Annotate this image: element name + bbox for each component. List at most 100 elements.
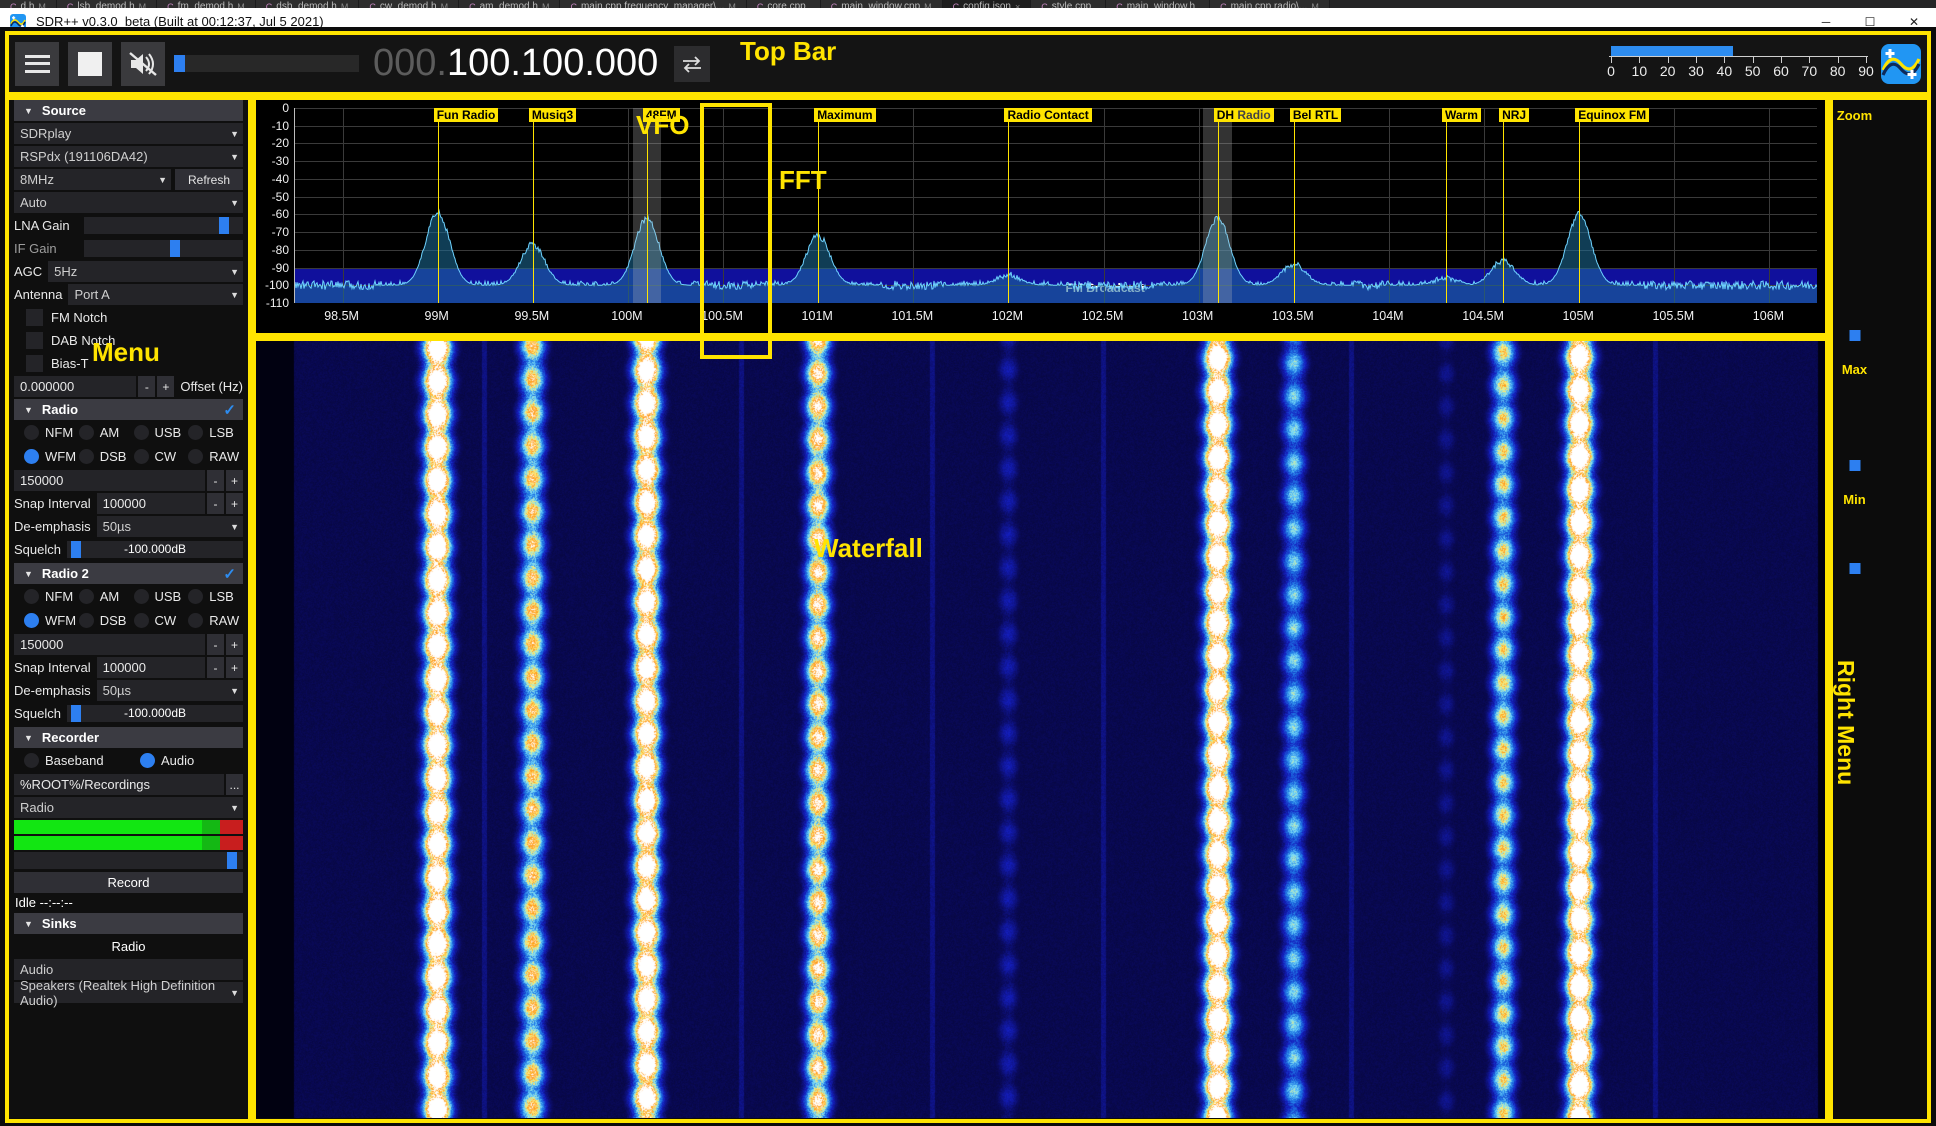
bandwidth-plus-button[interactable]: + bbox=[226, 470, 243, 491]
radio-indicator[interactable] bbox=[78, 589, 94, 604]
section-header-sinks[interactable]: ▼ Sinks bbox=[14, 913, 243, 934]
combo-antenna-select[interactable]: Port A ▼ bbox=[68, 284, 243, 305]
fft-panel[interactable]: 0-10-20-30-40-50-60-70-80-90-100-110 FM … bbox=[256, 100, 1825, 333]
lna-gain-slider[interactable] bbox=[84, 217, 243, 234]
radio-indicator[interactable] bbox=[78, 449, 94, 464]
combo-source-device-select[interactable]: RSPdx (191106DA42) ▼ bbox=[14, 146, 243, 167]
mode-option-wfm[interactable]: WFM bbox=[24, 613, 79, 628]
zoom-slider-knob[interactable] bbox=[1849, 330, 1860, 341]
radio-indicator[interactable] bbox=[133, 613, 149, 628]
field-sink-type[interactable]: Audio bbox=[14, 959, 243, 980]
radio-indicator[interactable] bbox=[188, 613, 204, 628]
mode-option-am[interactable]: AM bbox=[78, 425, 134, 440]
mode-option-usb[interactable]: USB bbox=[133, 589, 189, 604]
radio-indicator[interactable] bbox=[188, 449, 204, 464]
mode-option-raw[interactable]: RAW bbox=[188, 449, 243, 464]
radio-indicator[interactable] bbox=[188, 425, 204, 440]
squelch-slider[interactable]: -100.000dB bbox=[66, 705, 243, 722]
bandwidth-minus-button[interactable]: - bbox=[207, 634, 224, 655]
recorder-mode-baseband[interactable]: Baseband bbox=[24, 753, 140, 768]
station-marker-line[interactable] bbox=[646, 122, 648, 303]
menu-toggle-button[interactable] bbox=[15, 41, 59, 86]
station-marker-line[interactable] bbox=[437, 122, 439, 303]
minimize-button[interactable]: ─ bbox=[1821, 14, 1831, 29]
radio-indicator[interactable] bbox=[78, 613, 94, 628]
recorder-gain-slider[interactable] bbox=[14, 852, 243, 869]
station-label[interactable]: NRJ bbox=[1499, 108, 1530, 122]
station-label[interactable]: Musiq3 bbox=[528, 108, 577, 122]
station-marker-line[interactable] bbox=[818, 122, 820, 303]
combo-gain-mode-select[interactable]: Auto ▼ bbox=[14, 192, 243, 213]
station-label[interactable]: 48FM bbox=[642, 108, 680, 122]
station-marker-line[interactable] bbox=[532, 122, 534, 303]
bandwidth-plus-button[interactable]: + bbox=[226, 634, 243, 655]
station-label[interactable]: Bel RTL bbox=[1289, 108, 1342, 122]
mode-option-cw[interactable]: CW bbox=[133, 613, 189, 628]
radio-indicator[interactable] bbox=[133, 425, 149, 440]
section-header-radio2[interactable]: ▼ Radio 2 ✓ bbox=[14, 563, 243, 584]
station-marker-line[interactable] bbox=[1217, 122, 1219, 303]
bandwidth-minus-button[interactable]: - bbox=[207, 470, 224, 491]
browse-button[interactable]: ... bbox=[226, 774, 243, 795]
combo-source-module-select[interactable]: SDRplay ▼ bbox=[14, 123, 243, 144]
volume-slider-knob[interactable] bbox=[174, 55, 185, 72]
radio-indicator[interactable] bbox=[78, 425, 94, 440]
station-marker-line[interactable] bbox=[1579, 122, 1581, 303]
sdrpp-logo-button[interactable] bbox=[1881, 43, 1921, 84]
close-button[interactable]: ✕ bbox=[1908, 14, 1920, 29]
station-label[interactable]: Fun Radio bbox=[433, 108, 499, 122]
radio-indicator[interactable] bbox=[24, 449, 39, 464]
offset-input[interactable]: 0.000000 bbox=[14, 376, 137, 397]
mute-button[interactable] bbox=[121, 41, 165, 86]
station-label[interactable]: Warm bbox=[1442, 108, 1481, 122]
fft-plot[interactable]: FM Broadcast Fun RadioMusiq348FMMaximumR… bbox=[294, 108, 1817, 303]
frequency-display[interactable]: 000.100.100.000 bbox=[373, 42, 658, 85]
snap-plus-button[interactable]: + bbox=[226, 493, 243, 514]
volume-slider[interactable] bbox=[174, 55, 359, 72]
maximize-button[interactable]: ☐ bbox=[1864, 14, 1876, 29]
waterfall-display[interactable] bbox=[256, 340, 1825, 1118]
bandwidth-input[interactable]: 150000 bbox=[14, 634, 205, 655]
combo-recorder-stream[interactable]: Radio ▼ bbox=[14, 797, 243, 818]
bandwidth-input[interactable]: 150000 bbox=[14, 470, 205, 491]
station-marker-line[interactable] bbox=[1446, 122, 1447, 303]
recording-path-input[interactable]: %ROOT%/Recordings bbox=[14, 774, 224, 795]
bias-t-checkbox[interactable] bbox=[26, 355, 43, 372]
station-label[interactable]: Maximum bbox=[814, 108, 876, 122]
offset-minus-button[interactable]: - bbox=[138, 376, 156, 397]
refresh-button[interactable]: Refresh bbox=[175, 169, 243, 190]
recorder-gain-knob[interactable] bbox=[226, 852, 237, 869]
section-header-source[interactable]: ▼ Source bbox=[14, 100, 243, 121]
combo-samplerate-select[interactable]: 8MHz ▼ bbox=[14, 169, 171, 190]
station-marker-line[interactable] bbox=[1293, 122, 1295, 303]
mode-option-cw[interactable]: CW bbox=[133, 449, 189, 464]
radio-indicator[interactable] bbox=[188, 589, 204, 604]
radio-indicator[interactable] bbox=[24, 753, 39, 768]
mode-option-nfm[interactable]: NFM bbox=[24, 425, 79, 440]
station-label[interactable]: Radio Contact bbox=[1004, 108, 1092, 122]
snap-plus-button[interactable]: + bbox=[226, 657, 243, 678]
section-header-recorder[interactable]: ▼ Recorder bbox=[14, 727, 243, 748]
squelch-slider-knob[interactable] bbox=[70, 541, 81, 558]
fm-notch-checkbox[interactable] bbox=[26, 309, 43, 326]
field-sink-device[interactable]: Speakers (Realtek High Definition Audio)… bbox=[14, 978, 243, 1008]
record-button[interactable]: Record bbox=[14, 872, 243, 893]
mode-option-lsb[interactable]: LSB bbox=[188, 589, 243, 604]
snap-minus-button[interactable]: - bbox=[207, 657, 224, 678]
radio-indicator[interactable] bbox=[133, 589, 149, 604]
station-marker-line[interactable] bbox=[1008, 122, 1010, 303]
mode-option-lsb[interactable]: LSB bbox=[188, 425, 243, 440]
mode-option-wfm[interactable]: WFM bbox=[24, 449, 79, 464]
snap-minus-button[interactable]: - bbox=[207, 493, 224, 514]
mode-option-nfm[interactable]: NFM bbox=[24, 589, 79, 604]
station-label[interactable]: Equinox FM bbox=[1575, 108, 1650, 122]
combo-deemphasis[interactable]: 50µs ▼ bbox=[96, 516, 243, 537]
radio-indicator[interactable] bbox=[140, 753, 155, 768]
mode-option-raw[interactable]: RAW bbox=[188, 613, 243, 628]
combo-deemphasis[interactable]: 50µs ▼ bbox=[96, 680, 243, 701]
snap-input[interactable]: 100000 bbox=[96, 493, 205, 514]
radio-indicator[interactable] bbox=[24, 613, 39, 628]
combo-agc-select[interactable]: 5Hz ▼ bbox=[48, 261, 243, 282]
mode-option-am[interactable]: AM bbox=[78, 589, 134, 604]
if-gain-slider[interactable] bbox=[84, 240, 243, 257]
